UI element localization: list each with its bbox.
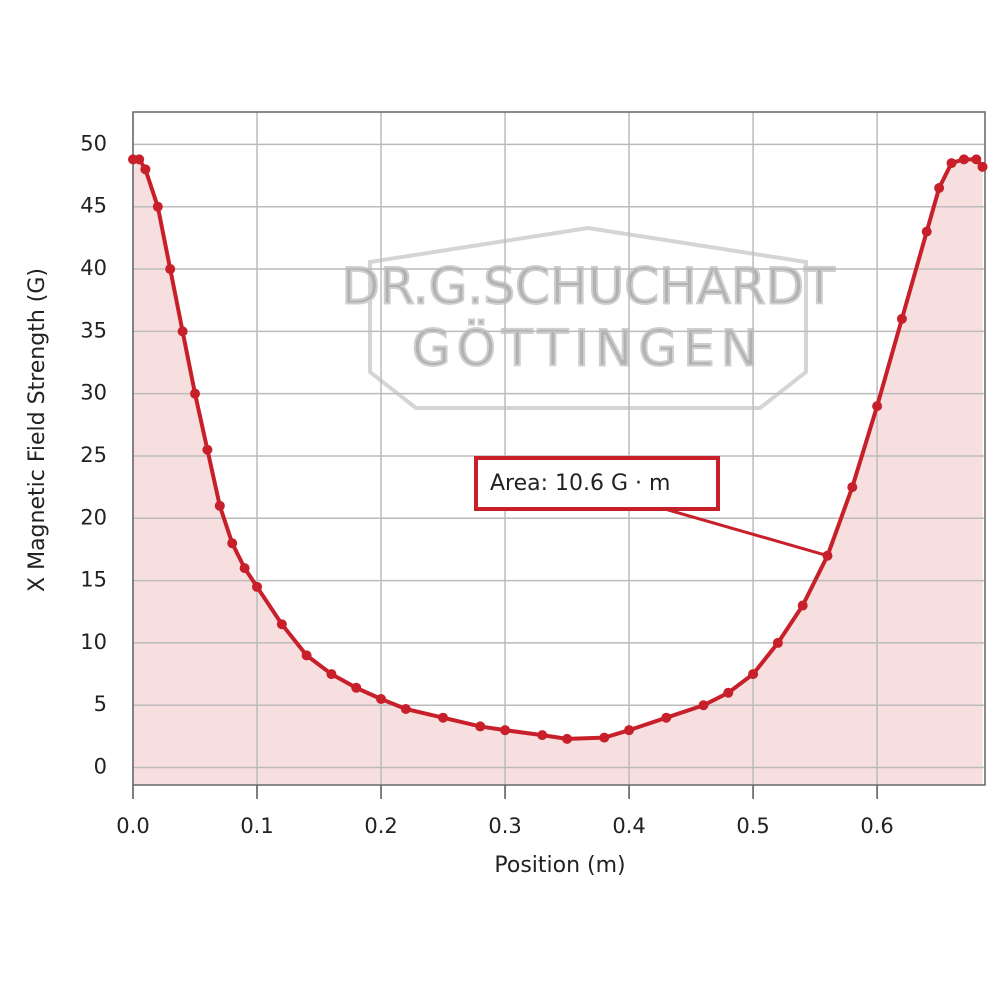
- y-tick-label: 45: [80, 194, 107, 218]
- point: [239, 563, 250, 574]
- plot-frame: [132, 111, 986, 786]
- x-axis-label: Position (m): [494, 853, 625, 878]
- x-tick-label: 0.1: [240, 814, 273, 838]
- y-tick-label: 25: [80, 443, 107, 467]
- x-tick-label: 0.0: [116, 814, 149, 838]
- point: [152, 201, 163, 212]
- watermark-frame: [368, 225, 808, 410]
- point: [723, 687, 734, 698]
- point: [475, 721, 486, 732]
- point: [140, 164, 151, 175]
- point: [971, 154, 982, 165]
- point: [921, 226, 932, 237]
- point: [537, 730, 548, 741]
- x-tick-label: 0.3: [488, 814, 521, 838]
- point: [190, 388, 201, 399]
- y-tick-label: 20: [80, 505, 107, 529]
- point: [351, 682, 362, 693]
- point: [165, 264, 176, 275]
- point: [562, 733, 573, 744]
- point: [847, 482, 858, 493]
- point: [599, 732, 610, 743]
- point: [227, 538, 238, 549]
- watermark-text: GÖTTINGEN: [412, 320, 764, 378]
- point: [748, 669, 759, 680]
- point: [438, 712, 449, 723]
- y-tick-label: 50: [80, 131, 107, 155]
- point: [661, 712, 672, 723]
- point: [977, 161, 988, 172]
- point: [202, 444, 213, 455]
- point: [500, 725, 511, 736]
- point: [624, 725, 635, 736]
- point: [934, 183, 945, 194]
- x-tick-label: 0.2: [364, 814, 397, 838]
- point: [177, 326, 188, 337]
- point: [872, 401, 883, 412]
- watermark: DR.G.SCHUCHARDT GÖTTINGEN: [340, 225, 836, 410]
- y-tick-label: 30: [80, 381, 107, 405]
- point: [698, 700, 709, 711]
- x-tick-label: 0.4: [612, 814, 645, 838]
- y-tick-label: 5: [94, 692, 107, 716]
- x-tick-label: 0.5: [736, 814, 769, 838]
- point: [214, 500, 225, 511]
- point: [772, 637, 783, 648]
- point: [946, 158, 957, 169]
- area: [133, 159, 983, 785]
- point: [896, 313, 907, 324]
- y-tick-label: 40: [80, 256, 107, 280]
- y-tick-label: 10: [80, 630, 107, 654]
- point: [958, 154, 969, 165]
- y-tick-label: 35: [80, 318, 107, 342]
- y-tick-label: 15: [80, 568, 107, 592]
- point: [134, 154, 145, 165]
- point: [797, 600, 808, 611]
- point: [400, 703, 411, 714]
- point: [301, 650, 312, 661]
- x-tick-label: 0.6: [860, 814, 893, 838]
- annotation-text: Area: 10.6 G · m: [490, 471, 670, 496]
- point: [252, 581, 263, 592]
- point: [326, 669, 337, 680]
- point: [276, 619, 287, 630]
- point: [376, 694, 387, 705]
- annotation-leader: [664, 507, 828, 558]
- y-tick-label: 0: [94, 755, 107, 779]
- watermark-text: DR.G.SCHUCHARDT: [341, 258, 835, 316]
- y-axis-label: X Magnetic Field Strength (G): [25, 268, 50, 592]
- annotation-box: [474, 456, 720, 511]
